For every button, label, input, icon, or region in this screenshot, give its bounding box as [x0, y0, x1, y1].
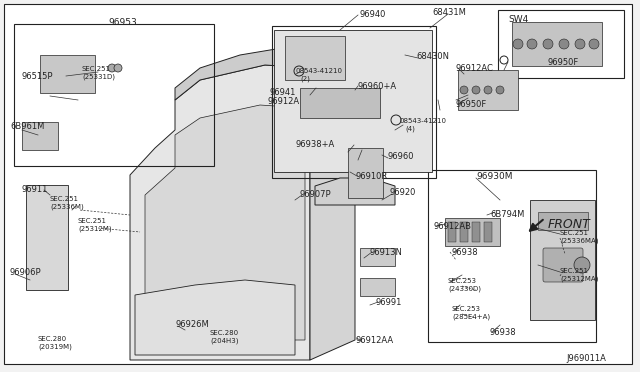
Text: SEC.280: SEC.280: [38, 336, 67, 342]
Bar: [530, 200, 595, 320]
Text: SEC.251: SEC.251: [560, 268, 589, 274]
Polygon shape: [145, 105, 305, 340]
Text: 6B794M: 6B794M: [490, 210, 524, 219]
Text: 96906P: 96906P: [10, 268, 42, 277]
Circle shape: [472, 86, 480, 94]
Text: 96941: 96941: [270, 88, 296, 97]
Bar: [360, 278, 395, 296]
Text: SW4: SW4: [508, 15, 528, 24]
Bar: [300, 88, 380, 118]
Circle shape: [460, 86, 468, 94]
Text: SEC.253: SEC.253: [452, 306, 481, 312]
Text: SEC.251: SEC.251: [50, 196, 79, 202]
Circle shape: [108, 64, 116, 72]
Text: 96926M: 96926M: [175, 320, 209, 329]
Text: 96911: 96911: [22, 185, 49, 194]
FancyBboxPatch shape: [543, 248, 583, 282]
Text: SEC.253: SEC.253: [448, 278, 477, 284]
Polygon shape: [26, 185, 68, 290]
Text: 96938: 96938: [452, 248, 479, 257]
Bar: [458, 70, 518, 110]
Text: FRONT: FRONT: [548, 218, 591, 231]
Text: 96912AA: 96912AA: [355, 336, 393, 345]
Circle shape: [484, 86, 492, 94]
Circle shape: [513, 39, 523, 49]
Text: 68430N: 68430N: [416, 52, 449, 61]
Text: 96920: 96920: [390, 188, 417, 197]
Polygon shape: [315, 178, 395, 205]
Bar: [348, 148, 383, 198]
Text: (25331D): (25331D): [82, 73, 115, 80]
Polygon shape: [310, 52, 355, 360]
Polygon shape: [175, 40, 355, 100]
Bar: [14, 24, 214, 166]
Circle shape: [575, 39, 585, 49]
Text: 96960: 96960: [388, 152, 415, 161]
Circle shape: [527, 39, 537, 49]
Bar: [538, 212, 588, 230]
Text: SEC.280: SEC.280: [210, 330, 239, 336]
Circle shape: [114, 64, 122, 72]
Text: 96938+A: 96938+A: [296, 140, 335, 149]
Bar: [472, 222, 480, 242]
Text: (25312MA): (25312MA): [560, 275, 598, 282]
Text: 6B961M: 6B961M: [10, 122, 44, 131]
Text: (20319M): (20319M): [38, 343, 72, 350]
Circle shape: [496, 86, 504, 94]
Text: 96960+A: 96960+A: [358, 82, 397, 91]
Text: 96515P: 96515P: [22, 72, 54, 81]
Text: 96912A: 96912A: [268, 97, 300, 106]
Text: 68431M: 68431M: [432, 8, 466, 17]
Bar: [40, 55, 95, 93]
Text: (25336M): (25336M): [50, 203, 84, 209]
Text: 96991: 96991: [376, 298, 403, 307]
Text: (285E4+A): (285E4+A): [452, 313, 490, 320]
Bar: [484, 222, 492, 242]
Bar: [460, 222, 468, 242]
Text: 08543-41210: 08543-41210: [295, 68, 342, 74]
Bar: [428, 170, 596, 342]
Text: 96912AB: 96912AB: [434, 222, 472, 231]
Circle shape: [543, 39, 553, 49]
Polygon shape: [130, 65, 310, 360]
Text: (4): (4): [405, 125, 415, 131]
Text: 96938: 96938: [490, 328, 516, 337]
Text: 96950F: 96950F: [548, 58, 579, 67]
Bar: [498, 10, 624, 78]
Text: (25336MA): (25336MA): [560, 237, 598, 244]
Text: 96912AC: 96912AC: [456, 64, 494, 73]
Circle shape: [559, 39, 569, 49]
Text: 96953: 96953: [108, 18, 137, 27]
Bar: [274, 30, 432, 172]
Bar: [512, 22, 602, 66]
Text: 96950F: 96950F: [456, 100, 487, 109]
Text: SEC.251: SEC.251: [78, 218, 107, 224]
Text: (204H3): (204H3): [210, 337, 239, 343]
Bar: [272, 26, 436, 178]
Text: 08543-41210: 08543-41210: [400, 118, 447, 124]
Circle shape: [574, 257, 590, 273]
Text: 96907P: 96907P: [300, 190, 332, 199]
Text: 96940: 96940: [360, 10, 387, 19]
Text: 96913N: 96913N: [370, 248, 403, 257]
Text: 96930M: 96930M: [476, 172, 513, 181]
Text: (2): (2): [300, 75, 310, 81]
Bar: [22, 122, 58, 150]
Text: (25312M): (25312M): [78, 225, 111, 231]
Circle shape: [589, 39, 599, 49]
Text: SEC.251: SEC.251: [560, 230, 589, 236]
Text: J969011A: J969011A: [566, 354, 606, 363]
Bar: [445, 218, 500, 246]
Bar: [285, 36, 345, 80]
Polygon shape: [135, 280, 295, 355]
Bar: [360, 248, 395, 266]
Text: SEC.251: SEC.251: [82, 66, 111, 72]
Text: 96910R: 96910R: [356, 172, 388, 181]
Text: (24330D): (24330D): [448, 285, 481, 292]
Bar: [448, 222, 456, 242]
